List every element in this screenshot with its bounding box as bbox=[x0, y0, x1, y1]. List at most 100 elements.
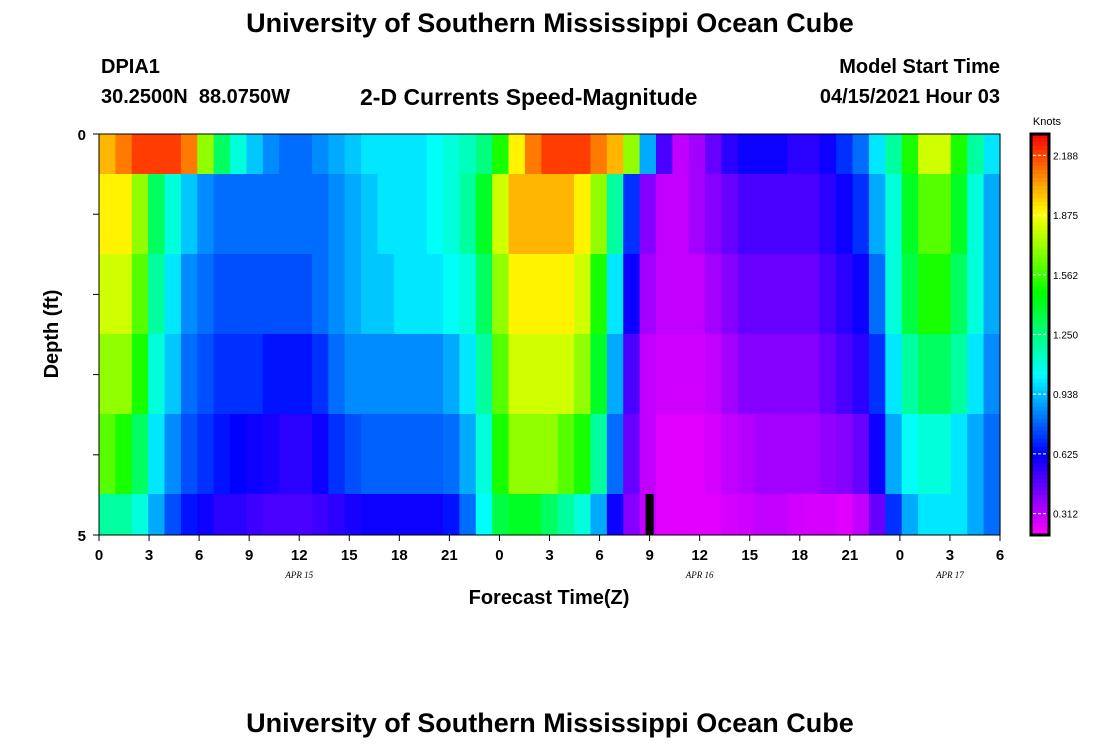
heatmap-cell bbox=[164, 414, 182, 494]
heatmap-cell bbox=[541, 414, 559, 494]
heatmap-cell bbox=[262, 414, 280, 494]
heatmap-cell bbox=[672, 174, 690, 254]
heatmap-cell bbox=[688, 334, 706, 414]
heatmap-cell bbox=[852, 494, 870, 535]
heatmap-cell bbox=[541, 334, 559, 414]
heatmap-cell bbox=[99, 414, 116, 494]
colorbar-segment bbox=[1031, 266, 1049, 271]
colorbar-segment bbox=[1031, 386, 1049, 392]
day-label: APR 15 bbox=[284, 570, 313, 580]
heatmap-cell bbox=[131, 174, 149, 254]
heatmap-cell bbox=[623, 494, 641, 535]
heatmap-cell bbox=[426, 134, 444, 174]
heatmap-cell bbox=[737, 134, 755, 174]
colorbar-segment bbox=[1031, 210, 1049, 215]
heatmap-cell bbox=[623, 174, 641, 254]
heatmap-cell bbox=[246, 494, 264, 535]
heatmap-cell bbox=[737, 414, 755, 494]
heatmap-cell bbox=[803, 414, 821, 494]
colorbar-segment bbox=[1031, 318, 1049, 323]
heatmap-cell bbox=[967, 414, 985, 494]
heatmap-cell bbox=[328, 414, 346, 494]
heatmap-cell bbox=[541, 254, 559, 334]
heatmap-cell bbox=[590, 254, 608, 334]
heatmap-cell bbox=[164, 174, 182, 254]
heatmap-cell bbox=[377, 334, 395, 414]
heatmap-cell bbox=[705, 334, 723, 414]
heatmap-cell bbox=[148, 334, 166, 414]
colorbar-tick-label: 2.188 bbox=[1053, 151, 1078, 162]
heatmap-cell bbox=[131, 334, 149, 414]
colorbar-segment bbox=[1031, 438, 1049, 444]
colorbar-segment bbox=[1031, 370, 1049, 376]
heatmap-cell bbox=[655, 174, 673, 254]
heatmap-cell bbox=[623, 134, 641, 174]
x-tick-label: 15 bbox=[741, 547, 758, 564]
colorbar-segment bbox=[1031, 466, 1049, 472]
heatmap-cell bbox=[230, 334, 248, 414]
heatmap-cell bbox=[492, 414, 510, 494]
heatmap-cell bbox=[393, 414, 411, 494]
heatmap-cell bbox=[655, 334, 673, 414]
heatmap-cell bbox=[475, 414, 493, 494]
heatmap-cell bbox=[115, 174, 133, 254]
heatmap-cell bbox=[934, 254, 952, 334]
heatmap-cell bbox=[230, 134, 248, 174]
heatmap-cell bbox=[967, 334, 985, 414]
heatmap-cell bbox=[115, 134, 133, 174]
heatmap-cell bbox=[459, 174, 477, 254]
colorbar-segment bbox=[1031, 526, 1049, 532]
x-tick-label: 0 bbox=[495, 547, 503, 564]
heatmap-cell bbox=[590, 334, 608, 414]
heatmap-cell bbox=[508, 494, 526, 535]
heatmap-cell bbox=[672, 334, 690, 414]
heatmap-cell bbox=[328, 254, 346, 334]
heatmap-cell bbox=[901, 134, 919, 174]
heatmap-cell bbox=[721, 134, 739, 174]
heatmap-cell bbox=[737, 254, 755, 334]
heatmap-cell bbox=[868, 174, 886, 254]
x-tick-label: 0 bbox=[896, 547, 904, 564]
heatmap-cell bbox=[918, 174, 936, 254]
colorbar-segment bbox=[1031, 342, 1049, 348]
colorbar-segment bbox=[1031, 226, 1049, 231]
heatmap-cell bbox=[574, 254, 592, 334]
x-tick-label: 0 bbox=[95, 547, 103, 564]
colorbar-segment bbox=[1031, 158, 1049, 163]
heatmap-cell bbox=[688, 254, 706, 334]
heatmap-cell bbox=[803, 334, 821, 414]
heatmap-cell bbox=[541, 174, 559, 254]
heatmap-cell bbox=[705, 174, 723, 254]
heatmap-cell bbox=[705, 414, 723, 494]
colorbar-segment bbox=[1031, 522, 1049, 528]
heatmap-cell bbox=[639, 134, 657, 174]
heatmap-cell bbox=[410, 254, 428, 334]
colorbar-segment bbox=[1031, 166, 1049, 171]
x-tick-label: 9 bbox=[245, 547, 253, 564]
heatmap-cell bbox=[262, 494, 280, 535]
y-axis-label: Depth (ft) bbox=[41, 290, 63, 379]
colorbar-segment bbox=[1031, 182, 1049, 187]
station-coordinates: 30.2500N 88.0750W bbox=[101, 86, 291, 108]
heatmap-cell bbox=[934, 174, 952, 254]
colorbar-segment bbox=[1031, 482, 1049, 488]
heatmap-cell bbox=[934, 494, 952, 535]
heatmap-cell bbox=[279, 414, 297, 494]
heatmap-cell bbox=[246, 134, 264, 174]
heatmap-cell bbox=[197, 134, 215, 174]
colorbar-segment bbox=[1031, 474, 1049, 480]
heatmap-cell bbox=[311, 134, 329, 174]
heatmap-cell bbox=[983, 134, 1001, 174]
colorbar-segment bbox=[1031, 330, 1049, 335]
heatmap-cell bbox=[754, 334, 772, 414]
heatmap-cell bbox=[377, 134, 395, 174]
heatmap-cell bbox=[230, 494, 248, 535]
heatmap-cell bbox=[492, 334, 510, 414]
heatmap-cell bbox=[803, 174, 821, 254]
heatmap-cell bbox=[983, 334, 1001, 414]
heatmap-cell bbox=[901, 334, 919, 414]
heatmap-cell bbox=[737, 174, 755, 254]
colorbar-segment bbox=[1031, 454, 1049, 460]
x-tick-label: 12 bbox=[691, 547, 708, 564]
colorbar-segment bbox=[1031, 274, 1049, 279]
